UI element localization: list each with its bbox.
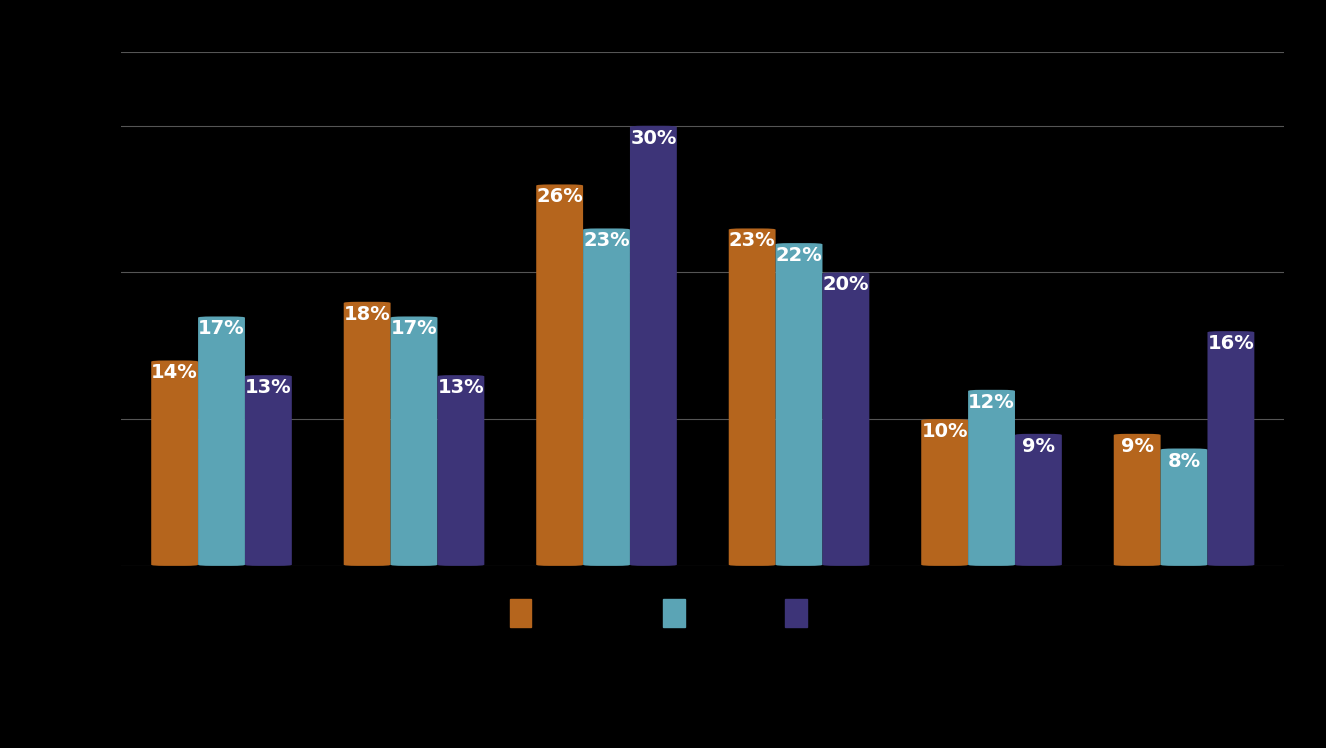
Text: 20%: 20% [822,275,869,295]
FancyBboxPatch shape [1014,434,1062,566]
Text: 26%: 26% [536,188,583,206]
FancyBboxPatch shape [438,375,484,566]
Text: 14%: 14% [151,364,198,382]
FancyBboxPatch shape [630,126,676,566]
FancyBboxPatch shape [776,243,822,566]
FancyBboxPatch shape [922,419,968,566]
Text: 17%: 17% [198,319,245,339]
FancyBboxPatch shape [198,316,245,566]
Text: 22%: 22% [776,246,822,265]
Legend: Canada, USA, Australia: Canada, USA, Australia [503,592,903,634]
FancyBboxPatch shape [729,228,776,566]
FancyBboxPatch shape [536,185,583,566]
Text: 17%: 17% [391,319,438,339]
Text: 10%: 10% [922,422,968,441]
Text: 23%: 23% [583,231,630,251]
Text: 9%: 9% [1120,437,1154,456]
Text: 18%: 18% [343,304,391,324]
FancyBboxPatch shape [391,316,438,566]
FancyBboxPatch shape [245,375,292,566]
FancyBboxPatch shape [1160,449,1208,566]
Text: 30%: 30% [630,129,676,148]
Text: 8%: 8% [1167,452,1200,470]
FancyBboxPatch shape [1114,434,1160,566]
FancyBboxPatch shape [822,272,870,566]
Text: 16%: 16% [1208,334,1254,353]
Text: 12%: 12% [968,393,1014,412]
Text: 9%: 9% [1022,437,1055,456]
Text: 13%: 13% [438,378,484,397]
FancyBboxPatch shape [1208,331,1254,566]
Text: 23%: 23% [729,231,776,251]
FancyBboxPatch shape [583,228,630,566]
FancyBboxPatch shape [151,361,198,566]
FancyBboxPatch shape [343,301,391,566]
FancyBboxPatch shape [968,390,1014,566]
Text: 13%: 13% [245,378,292,397]
